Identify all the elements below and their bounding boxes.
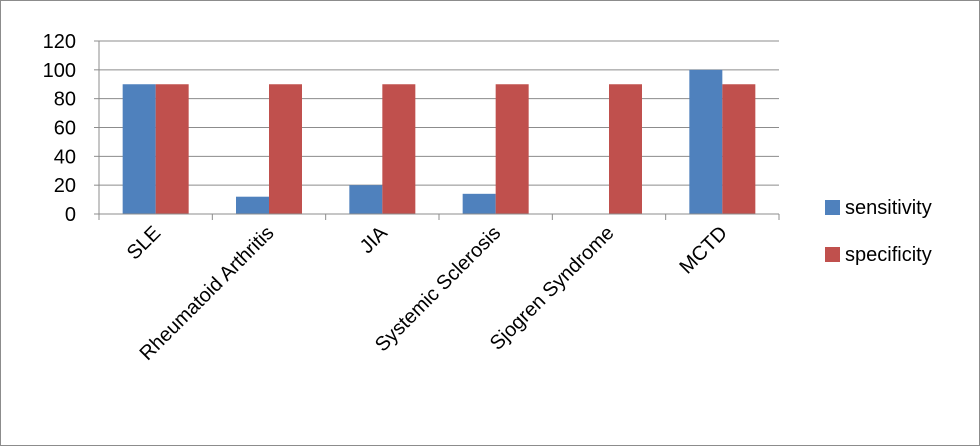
gridlines xyxy=(99,40,779,186)
axes xyxy=(94,40,780,220)
legend-swatch-specificity xyxy=(825,247,840,262)
x-tick-label: SLE xyxy=(123,222,165,264)
bars xyxy=(122,69,756,214)
y-tick-label: 120 xyxy=(43,31,76,53)
bar-sensitivity xyxy=(122,84,156,214)
x-tick-label: Systemic Sclerosis xyxy=(371,222,505,356)
y-tick-label: 100 xyxy=(43,60,76,82)
bar-sensitivity xyxy=(689,69,723,214)
y-tick-labels: 0 20 40 60 80 100 120 xyxy=(43,31,76,226)
bar-specificity xyxy=(382,84,416,214)
legend-label-specificity: specificity xyxy=(845,244,932,266)
bar-sensitivity xyxy=(236,196,269,214)
bar-sensitivity xyxy=(462,193,496,214)
x-tick-label: JIA xyxy=(356,222,392,258)
bar-specificity xyxy=(155,84,189,214)
bar-specificity xyxy=(495,84,529,214)
x-tick-label: MCTD xyxy=(675,222,731,278)
legend-swatch-sensitivity xyxy=(825,200,840,215)
bar-sensitivity xyxy=(349,185,383,214)
x-tick-label: Sjogren Syndrome xyxy=(486,222,619,355)
bar-specificity xyxy=(269,84,302,214)
bar-specificity xyxy=(609,84,642,214)
legend: sensitivity specificity xyxy=(825,197,932,266)
legend-label-sensitivity: sensitivity xyxy=(845,197,932,219)
y-tick-label: 60 xyxy=(54,118,76,140)
y-tick-label: 40 xyxy=(54,146,76,168)
y-tick-label: 0 xyxy=(65,204,76,226)
y-tick-label: 20 xyxy=(54,175,76,197)
bar-specificity xyxy=(722,84,756,214)
y-tick-label: 80 xyxy=(54,89,76,111)
